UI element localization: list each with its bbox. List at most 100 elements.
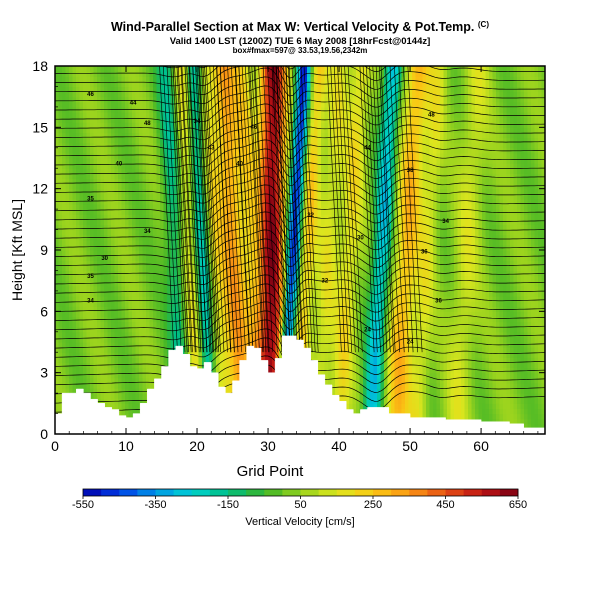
velocity-cell: [69, 357, 74, 364]
velocity-cell: [69, 183, 74, 190]
velocity-cell: [135, 137, 140, 144]
velocity-cell: [79, 321, 84, 328]
velocity-cell: [247, 163, 252, 169]
velocity-cell: [226, 96, 231, 103]
velocity-cell: [237, 76, 242, 82]
velocity-cell: [170, 132, 175, 139]
velocity-cell: [212, 66, 217, 72]
velocity-cell: [142, 96, 147, 103]
velocity-cell: [72, 296, 77, 302]
velocity-cell: [272, 342, 277, 348]
velocity-cell: [55, 229, 60, 236]
velocity-cell: [79, 158, 84, 164]
velocity-cell: [188, 214, 193, 220]
velocity-cell: [223, 382, 228, 389]
velocity-cell: [261, 331, 266, 338]
velocity-cell: [219, 285, 224, 292]
velocity-cell: [251, 209, 256, 215]
velocity-cell: [55, 377, 60, 384]
velocity-cell: [289, 214, 294, 220]
velocity-cell: [174, 224, 179, 231]
velocity-cell: [212, 357, 217, 364]
velocity-cell: [132, 336, 137, 343]
velocity-cell: [100, 91, 105, 98]
velocity-cell: [128, 101, 133, 108]
velocity-cell: [83, 270, 88, 277]
velocity-cell: [160, 214, 165, 220]
velocity-cell: [167, 127, 172, 134]
velocity-cell: [132, 393, 137, 399]
velocity-cell: [223, 127, 228, 134]
velocity-cell: [258, 265, 263, 272]
velocity-cell: [251, 342, 256, 348]
velocity-cell: [282, 127, 287, 134]
velocity-cell: [160, 76, 165, 82]
velocity-cell: [149, 209, 154, 215]
velocity-cell: [251, 316, 256, 323]
velocity-cell: [170, 193, 175, 200]
velocity-cell: [240, 224, 245, 231]
velocity-cell: [153, 275, 158, 282]
velocity-cell: [118, 342, 123, 348]
velocity-cell: [237, 81, 242, 88]
velocity-cell: [100, 214, 105, 220]
velocity-cell: [58, 244, 63, 251]
velocity-cell: [268, 331, 273, 338]
velocity-cell: [216, 106, 221, 113]
velocity-cell: [111, 336, 116, 343]
velocity-cell: [86, 209, 91, 215]
velocity-cell: [146, 229, 151, 236]
velocity-cell: [170, 290, 175, 297]
velocity-cell: [219, 239, 224, 246]
velocity-cell: [233, 178, 238, 185]
velocity-cell: [244, 168, 249, 174]
velocity-cell: [191, 326, 196, 333]
velocity-cell: [72, 388, 77, 394]
velocity-cell: [209, 239, 214, 246]
velocity-cell: [205, 106, 210, 113]
velocity-cell: [167, 260, 172, 266]
velocity-cell: [240, 244, 245, 251]
velocity-cell: [93, 250, 98, 256]
velocity-cell: [286, 142, 291, 149]
velocity-cell: [90, 137, 95, 144]
velocity-cell: [230, 198, 235, 205]
velocity-cell: [233, 188, 238, 195]
velocity-cell: [251, 193, 256, 200]
velocity-cell: [111, 311, 116, 318]
velocity-cell: [90, 290, 95, 297]
velocity-cell: [125, 198, 130, 205]
velocity-cell: [216, 71, 221, 77]
velocity-cell: [79, 142, 84, 149]
velocity-cell: [97, 71, 102, 77]
velocity-cell: [97, 183, 102, 190]
velocity-cell: [223, 117, 228, 123]
velocity-cell: [153, 127, 158, 134]
velocity-cell: [69, 250, 74, 256]
velocity-cell: [223, 244, 228, 251]
velocity-cell: [191, 250, 196, 256]
velocity-cell: [125, 285, 130, 292]
velocity-cell: [258, 117, 263, 123]
velocity-cell: [170, 234, 175, 241]
velocity-cell: [258, 204, 263, 210]
velocity-cell: [153, 96, 158, 103]
chart-title: Wind-Parallel Section at Max W: Vertical…: [0, 20, 600, 34]
velocity-cell: [275, 66, 280, 72]
velocity-cell: [104, 224, 109, 231]
velocity-cell: [111, 285, 116, 292]
velocity-cell: [195, 137, 200, 144]
velocity-cell: [107, 168, 112, 174]
velocity-cell: [132, 403, 137, 410]
velocity-cell: [195, 178, 200, 185]
velocity-cell: [111, 122, 116, 128]
velocity-cell: [135, 260, 140, 266]
velocity-cell: [65, 137, 70, 144]
velocity-cell: [128, 290, 133, 297]
velocity-cell: [114, 91, 119, 98]
velocity-cell: [125, 147, 130, 154]
velocity-cell: [100, 142, 105, 149]
velocity-cell: [251, 321, 256, 328]
velocity-cell: [146, 101, 151, 108]
velocity-cell: [58, 377, 63, 384]
